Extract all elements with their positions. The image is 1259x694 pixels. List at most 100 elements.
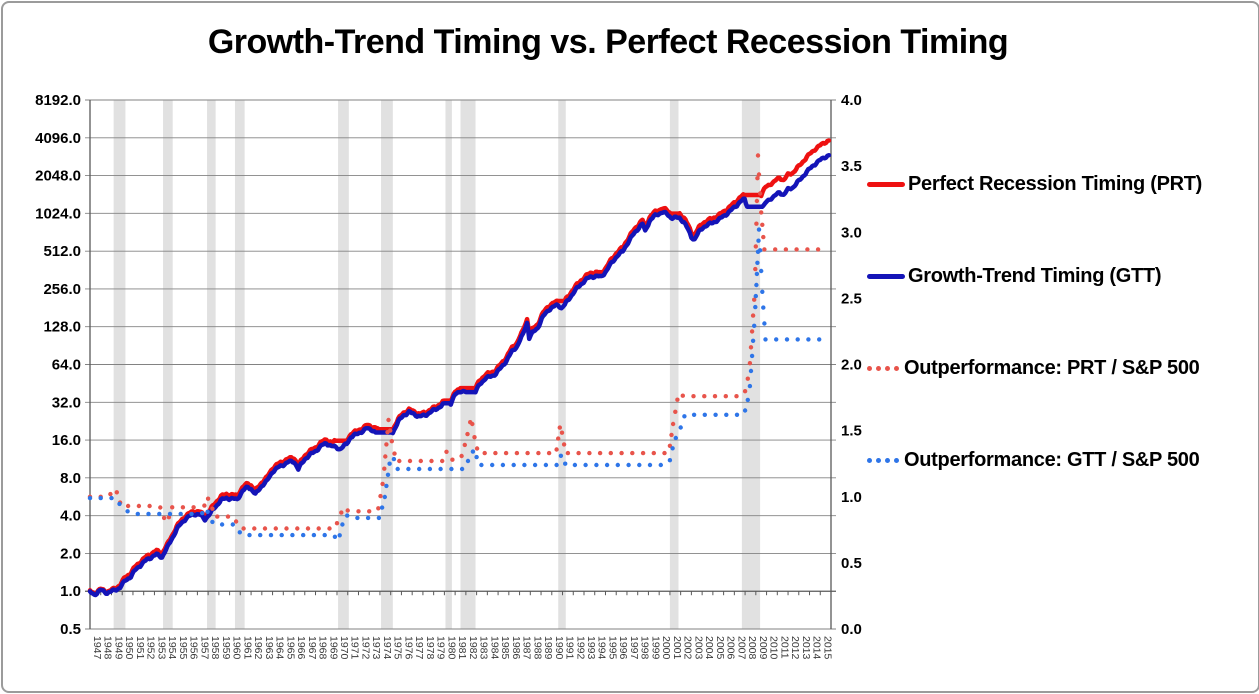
data-dot [125, 509, 130, 514]
x-tick-label: 1987 [521, 636, 533, 660]
x-tick-label: 2002 [682, 636, 694, 660]
data-dot [465, 431, 470, 437]
data-dot [417, 466, 422, 472]
x-tick-label: 2013 [800, 636, 812, 660]
data-dot [158, 505, 163, 510]
data-dot [503, 450, 509, 456]
data-dot [189, 511, 194, 517]
x-tick-label: 1989 [542, 636, 554, 660]
data-dot [117, 501, 122, 507]
data-dot [680, 393, 685, 398]
data-dot [284, 526, 289, 531]
data-dot [389, 439, 394, 444]
left-axis-label: 4.0 [60, 508, 81, 525]
data-dot [200, 510, 205, 516]
data-dot [762, 247, 767, 252]
legend-item: Perfect Recession Timing (PRT) [867, 173, 1202, 196]
data-dot [147, 503, 152, 509]
data-dot [365, 515, 371, 521]
data-dot [702, 412, 707, 417]
data-dot [191, 505, 196, 510]
data-dot [673, 435, 678, 441]
x-tick-label: 1990 [553, 636, 565, 660]
data-dot [763, 337, 768, 342]
right-axis-label: 0.5 [841, 555, 862, 572]
data-dot [311, 532, 317, 538]
legend-dot [876, 366, 881, 371]
x-tick-label: 2000 [660, 636, 672, 660]
x-tick-label: 1981 [456, 636, 468, 660]
data-dot [532, 462, 538, 468]
x-tick-label: 1991 [564, 636, 576, 660]
data-dot [572, 462, 578, 468]
series-gtt [87, 152, 832, 598]
data-dot [525, 450, 530, 456]
data-dot [462, 442, 467, 448]
x-tick-label: 1957 [198, 636, 210, 660]
data-dot [747, 361, 753, 366]
data-dot [135, 511, 140, 517]
data-dot [795, 337, 800, 342]
x-tick-label: 1952 [145, 636, 157, 660]
data-dot [210, 506, 215, 511]
data-dot [761, 305, 766, 310]
data-dot [587, 450, 592, 456]
data-dot [615, 462, 620, 468]
data-dot [755, 176, 760, 181]
x-tick-label: 1948 [102, 636, 114, 660]
data-dot [749, 329, 755, 334]
data-dot [397, 458, 402, 464]
data-dot [493, 450, 498, 456]
x-tick-label: 2012 [789, 636, 801, 660]
x-tick-label: 1971 [349, 636, 361, 660]
series-prt [87, 138, 832, 597]
legend-item: Outperformance: PRT / S&P 500 [867, 357, 1200, 380]
legend-dot [885, 366, 890, 371]
data-dot [215, 514, 220, 519]
data-dot [734, 394, 739, 399]
x-tick-label: 1953 [155, 636, 167, 660]
data-dot [406, 466, 411, 472]
data-dot [753, 266, 758, 272]
x-tick-label: 2006 [725, 636, 737, 660]
data-dot [386, 417, 391, 423]
data-dot [482, 450, 487, 456]
data-dot [745, 397, 750, 403]
x-tick-label: 1986 [510, 636, 522, 660]
x-tick-label: 1980 [445, 636, 457, 660]
data-dot [712, 394, 718, 399]
data-dot [594, 462, 599, 468]
x-tick-label: 1978 [424, 636, 436, 660]
x-tick-label: 1985 [499, 636, 511, 660]
legend-line-sample [867, 274, 905, 279]
data-dot [178, 511, 183, 517]
data-dot [316, 526, 321, 531]
x-tick-label: 2010 [768, 636, 780, 660]
x-tick-label: 1954 [166, 636, 178, 660]
legend-dot [867, 458, 872, 463]
legend-dot [867, 366, 872, 371]
chart-title: Growth-Trend Timing vs. Perfect Recessio… [207, 23, 1009, 61]
data-dot [673, 409, 678, 414]
data-dot [558, 453, 564, 458]
data-dot [815, 247, 821, 252]
data-dot [470, 421, 475, 427]
x-tick-label: 1959 [220, 636, 232, 660]
data-dot [773, 247, 778, 252]
data-dot [387, 461, 392, 466]
data-dot [125, 503, 131, 509]
data-dot [438, 466, 443, 472]
data-dot [753, 293, 758, 299]
x-tick-label: 2001 [671, 636, 683, 660]
data-dot [559, 430, 565, 435]
data-dot [619, 450, 624, 456]
data-dot [339, 510, 344, 515]
data-dot [479, 462, 484, 468]
data-dot [626, 462, 631, 468]
left-axis-label: 128.0 [43, 319, 81, 336]
data-dot [760, 289, 765, 294]
legend-dot [885, 458, 890, 463]
data-dot [279, 532, 284, 538]
data-dot [440, 458, 445, 464]
data-dot [546, 450, 552, 456]
